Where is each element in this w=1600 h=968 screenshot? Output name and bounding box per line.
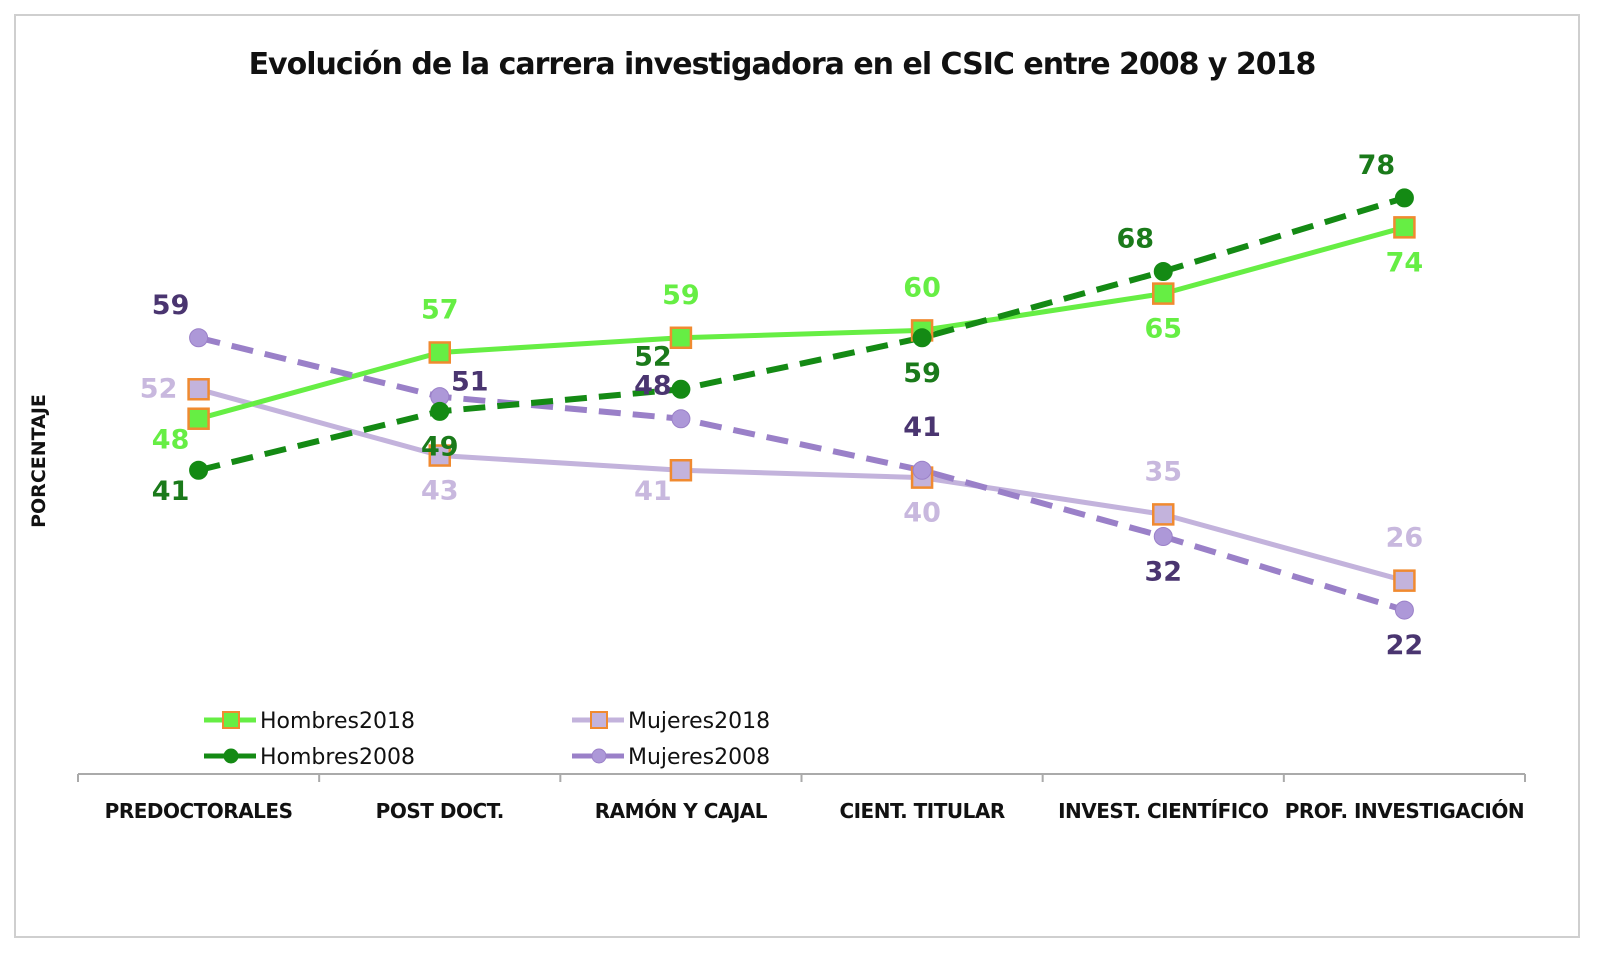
- data-point-mujeres2008: [912, 460, 932, 480]
- series-line-hombres2008: [197, 195, 1406, 474]
- data-point-mujeres2008: [189, 328, 209, 348]
- data-label-hombres2008: 49: [421, 431, 459, 462]
- legend-marker-square: [590, 711, 608, 729]
- data-label-mujeres2018: 52: [140, 373, 178, 404]
- series-line-mujeres2008: [197, 334, 1406, 613]
- legend-label: Mujeres2018: [628, 709, 770, 734]
- legend-item-hombres2018: Hombres2018: [204, 709, 415, 734]
- data-point-hombres2008: [1153, 262, 1173, 282]
- legend-item-mujeres2018: Mujeres2018: [572, 709, 770, 734]
- data-point-hombres2008: [912, 328, 932, 348]
- data-label-mujeres2008: 32: [1144, 556, 1182, 587]
- data-label-hombres2018: 59: [662, 280, 700, 311]
- x-tick-label: POST DOCT.: [376, 799, 504, 823]
- data-label-hombres2008: 68: [1116, 224, 1154, 255]
- legend-label: Hombres2008: [260, 745, 415, 770]
- series-line-mujeres2018: [197, 386, 1406, 584]
- data-label-hombres2008: 52: [634, 341, 672, 372]
- legend: Hombres2018 Mujeres2018 Hombres2008 Mujeres…: [204, 709, 770, 770]
- data-point-mujeres2018: [428, 444, 451, 467]
- data-point-hombres2008: [671, 379, 691, 399]
- data-point-hombres2018: [428, 341, 451, 364]
- data-point-hombres2008: [189, 460, 209, 480]
- data-point-hombres2018: [187, 407, 210, 430]
- legend-item-hombres2008: Hombres2008: [204, 745, 415, 770]
- data-point-hombres2018: [669, 326, 693, 350]
- data-point-mujeres2018: [1152, 503, 1175, 526]
- legend-marker-circle: [223, 748, 239, 764]
- data-label-mujeres2008: 48: [634, 371, 672, 402]
- data-point-hombres2008: [430, 401, 450, 421]
- data-label-hombres2018: 65: [1144, 314, 1182, 345]
- x-tick-label: PROF. INVESTIGACIÓN: [1285, 799, 1524, 823]
- data-label-hombres2008: 59: [903, 358, 941, 389]
- legend-label: Hombres2018: [260, 709, 415, 734]
- data-label-mujeres2018: 43: [421, 476, 459, 507]
- data-point-mujeres2018: [1393, 569, 1416, 592]
- x-tick-label: PREDOCTORALES: [105, 799, 293, 823]
- chart-title: Evolución de la carrera investigadora en…: [249, 47, 1316, 82]
- data-label-mujeres2008: 41: [903, 412, 941, 443]
- data-point-hombres2018: [1152, 282, 1175, 305]
- data-label-mujeres2018: 35: [1144, 456, 1182, 487]
- legend-item-mujeres2008: Mujeres2008: [572, 745, 770, 770]
- data-label-hombres2018: 60: [903, 272, 941, 303]
- x-tick-label: RAMÓN Y CAJAL: [595, 799, 768, 823]
- data-label-hombres2018: 48: [152, 425, 190, 456]
- data-label-hombres2018: 74: [1386, 247, 1424, 278]
- data-point-mujeres2018: [669, 458, 693, 482]
- data-label-hombres2008: 41: [152, 476, 190, 507]
- data-label-hombres2018: 57: [421, 294, 459, 325]
- data-point-hombres2018: [1393, 216, 1416, 239]
- x-tick-label: INVEST. CIENTÍFICO: [1058, 799, 1268, 823]
- data-label-mujeres2008: 51: [451, 367, 489, 398]
- data-point-mujeres2008: [1394, 600, 1414, 620]
- data-point-mujeres2008: [1153, 526, 1173, 546]
- data-point-mujeres2008: [671, 409, 691, 429]
- data-label-hombres2008: 78: [1358, 150, 1396, 181]
- x-tick-label: CIENT. TITULAR: [839, 799, 1004, 823]
- data-point-hombres2008: [1394, 188, 1414, 208]
- legend-label: Mujeres2008: [628, 745, 770, 770]
- y-axis-label: PORCENTAJE: [28, 394, 50, 528]
- series-line-hombres2018: [197, 224, 1406, 422]
- legend-marker-square: [222, 711, 240, 729]
- data-label-mujeres2008: 59: [152, 290, 190, 321]
- data-label-mujeres2008: 22: [1386, 630, 1424, 661]
- data-label-mujeres2018: 40: [903, 498, 941, 529]
- data-label-mujeres2018: 41: [634, 476, 672, 507]
- legend-marker-circle: [591, 748, 607, 764]
- data-label-mujeres2018: 26: [1386, 523, 1424, 554]
- data-point-mujeres2018: [187, 378, 210, 401]
